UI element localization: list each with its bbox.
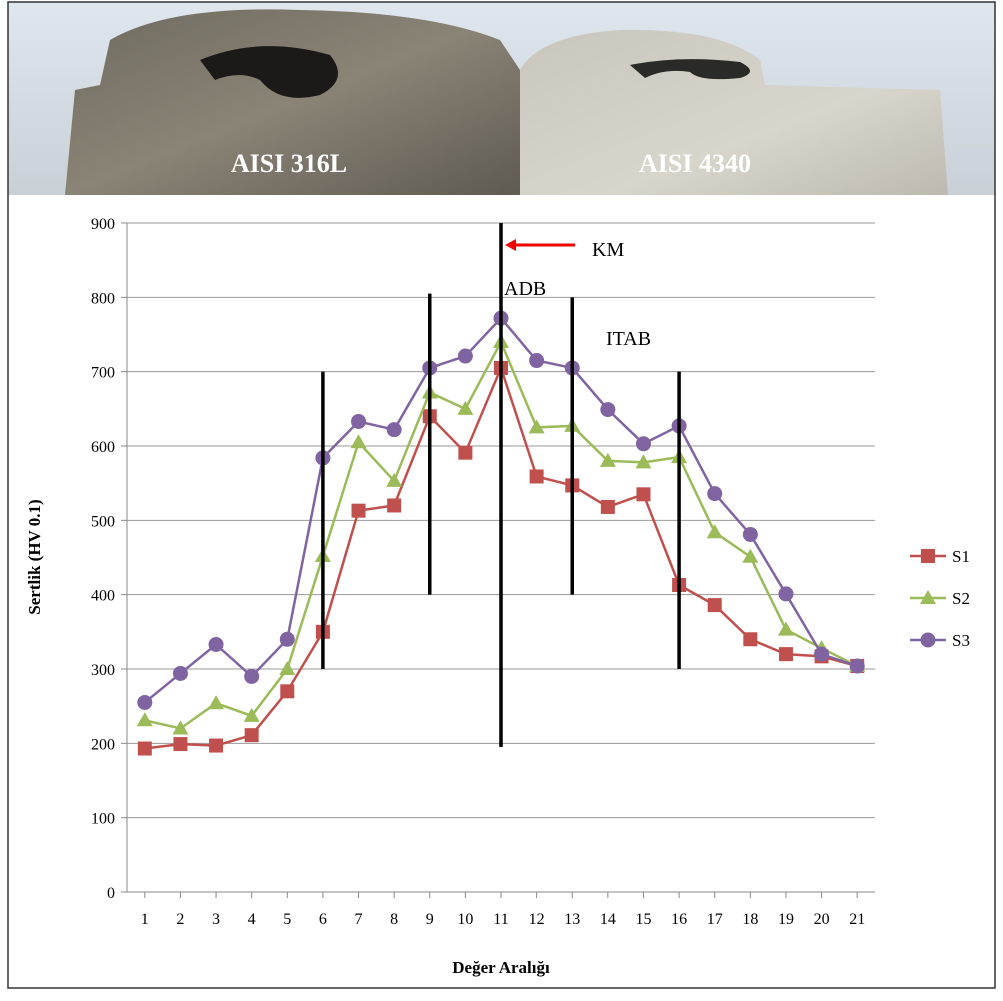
data-point <box>601 500 615 514</box>
data-point <box>814 647 829 662</box>
photo <box>8 2 995 195</box>
data-point <box>208 695 224 709</box>
data-point <box>636 436 651 451</box>
y-tick-label: 600 <box>91 439 115 456</box>
legend-label: S3 <box>952 631 970 650</box>
photo-label: AISI 316L <box>231 149 347 178</box>
x-tick-label: 5 <box>283 911 291 928</box>
annotation-arrowhead <box>505 239 516 251</box>
y-tick-label: 500 <box>91 513 115 530</box>
data-point <box>529 353 544 368</box>
data-point <box>173 737 187 751</box>
x-tick-label: 15 <box>635 911 651 928</box>
data-point <box>458 349 473 364</box>
annotation: ADB <box>504 278 546 300</box>
x-tick-label: 9 <box>426 911 434 928</box>
data-point <box>173 666 188 681</box>
y-tick-label: 400 <box>91 588 115 605</box>
x-tick-label: 18 <box>742 911 758 928</box>
figure: AISI 316L AISI 4340 Sertlik (HV 0.1) Değ… <box>0 0 1003 996</box>
y-tick-label: 700 <box>91 365 115 382</box>
data-point <box>137 712 153 726</box>
x-tick-label: 17 <box>707 911 723 928</box>
annotation: KM <box>592 239 624 261</box>
x-tick-label: 19 <box>778 911 794 928</box>
y-tick-label: 0 <box>107 885 115 902</box>
x-tick-label: 13 <box>564 911 580 928</box>
data-point <box>742 549 758 563</box>
y-tick-label: 900 <box>91 216 115 233</box>
y-axis-label: Sertlik (HV 0.1) <box>25 499 44 614</box>
data-point <box>530 469 544 483</box>
x-tick-label: 3 <box>212 911 220 928</box>
data-point <box>707 524 723 538</box>
y-tick-label: 300 <box>91 662 115 679</box>
x-tick-label: 12 <box>529 911 545 928</box>
data-point <box>209 739 223 753</box>
data-point <box>600 402 615 417</box>
data-point <box>779 647 793 661</box>
x-tick-label: 6 <box>319 911 327 928</box>
data-point <box>352 504 366 518</box>
data-point <box>280 684 294 698</box>
data-point <box>707 486 722 501</box>
x-tick-label: 11 <box>493 911 508 928</box>
data-point <box>636 487 650 501</box>
x-tick-label: 21 <box>849 911 865 928</box>
legend-label: S2 <box>952 589 970 608</box>
data-point <box>137 695 152 710</box>
data-point <box>138 742 152 756</box>
annotation: ITAB <box>606 328 651 350</box>
legend-label: S1 <box>952 547 970 566</box>
x-tick-label: 10 <box>457 911 473 928</box>
data-point <box>743 632 757 646</box>
x-tick-label: 8 <box>390 911 398 928</box>
data-point <box>280 632 295 647</box>
x-tick-label: 2 <box>176 911 184 928</box>
data-point <box>279 661 295 675</box>
data-point <box>708 598 722 612</box>
data-point <box>387 422 402 437</box>
data-point <box>244 669 259 684</box>
y-tick-label: 200 <box>91 736 115 753</box>
photo-label: AISI 4340 <box>639 149 751 178</box>
data-point <box>850 659 865 674</box>
data-point <box>245 728 259 742</box>
x-tick-label: 7 <box>355 911 363 928</box>
data-point <box>458 446 472 460</box>
data-point <box>778 622 794 636</box>
data-point <box>387 498 401 512</box>
y-tick-label: 800 <box>91 290 115 307</box>
data-point <box>778 586 793 601</box>
x-tick-label: 1 <box>141 911 149 928</box>
y-tick-label: 100 <box>91 811 115 828</box>
data-point <box>351 434 367 448</box>
data-point <box>457 401 473 415</box>
legend-marker <box>921 549 935 563</box>
legend-marker <box>921 633 936 648</box>
x-tick-label: 14 <box>600 911 616 928</box>
x-tick-label: 4 <box>248 911 256 928</box>
data-point <box>209 637 224 652</box>
data-point <box>351 414 366 429</box>
data-point <box>743 527 758 542</box>
x-axis-label: Değer Aralığı <box>452 958 550 977</box>
x-tick-label: 16 <box>671 911 687 928</box>
x-tick-label: 20 <box>814 911 830 928</box>
